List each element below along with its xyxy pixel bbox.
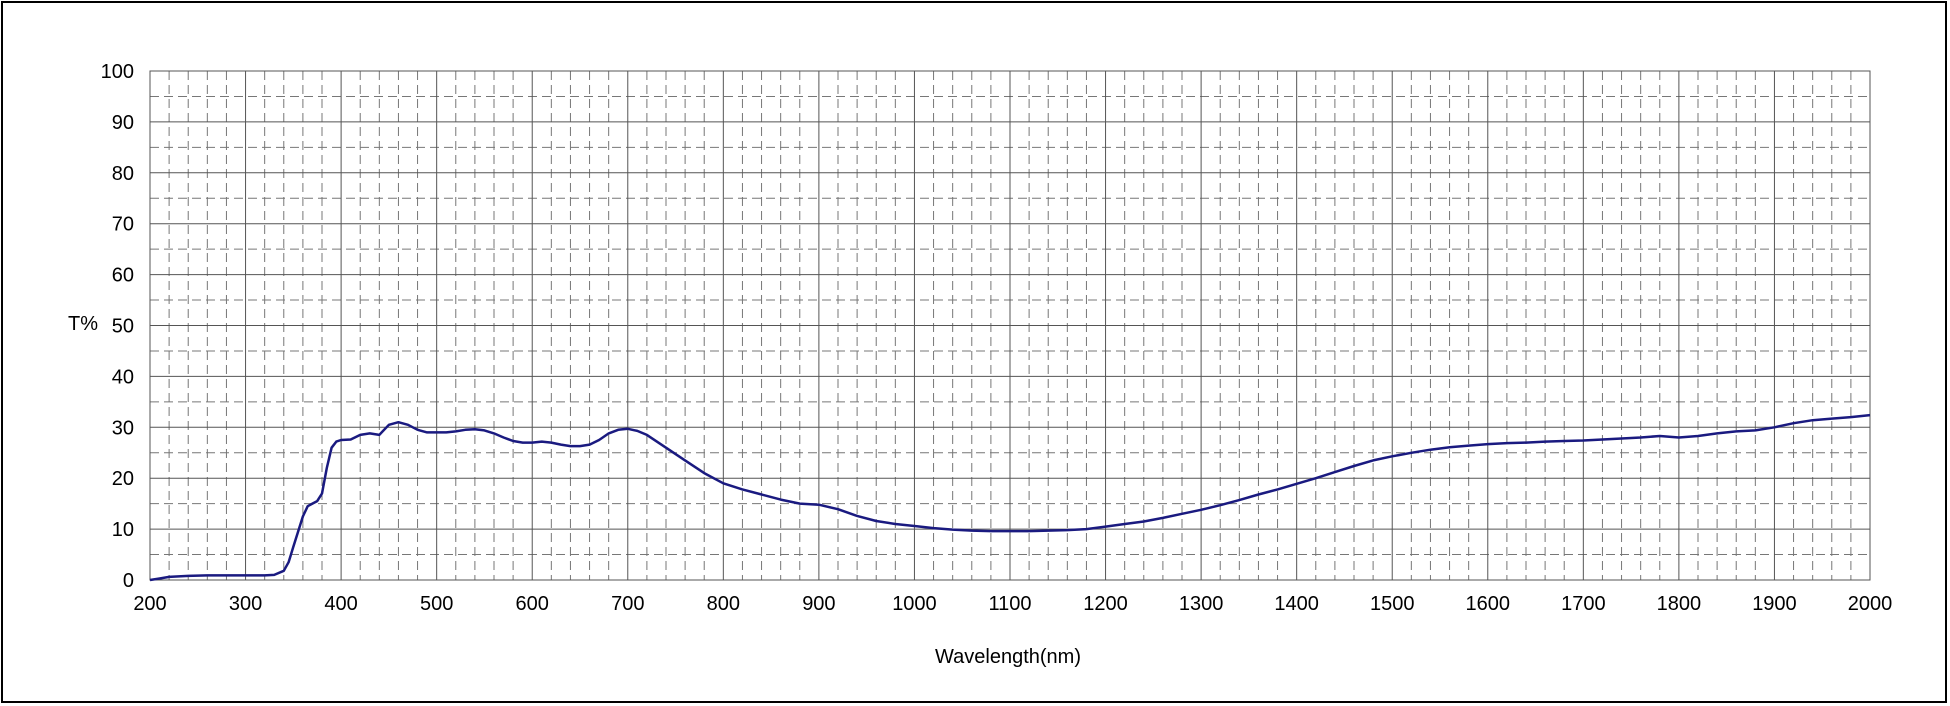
y-tick-label: 60 <box>112 265 134 287</box>
y-axis-title: T% <box>68 313 98 335</box>
y-tick-label: 40 <box>112 366 134 388</box>
x-tick-label: 1100 <box>988 593 1031 615</box>
y-tick-label: 90 <box>112 112 134 134</box>
y-tick-label: 0 <box>123 570 134 592</box>
x-axis-title: Wavelength(nm) <box>935 646 1081 668</box>
x-tick-label: 500 <box>420 593 453 615</box>
x-tick-label: 1700 <box>1561 593 1606 615</box>
x-tick-label: 1000 <box>892 593 937 615</box>
y-tick-label: 10 <box>112 519 134 541</box>
x-tick-label: 1500 <box>1370 593 1415 615</box>
x-tick-label: 2000 <box>1848 593 1893 615</box>
x-tick-label: 800 <box>707 593 740 615</box>
x-tick-label: 1900 <box>1752 593 1797 615</box>
x-tick-label: 1300 <box>1179 593 1224 615</box>
y-axis-tick-labels: 0 10 20 30 40 50 60 70 80 90 100 <box>101 61 134 592</box>
y-tick-label: 20 <box>112 468 134 490</box>
major-gridlines <box>149 70 1871 581</box>
x-axis-tick-labels: 200 300 400 500 600 700 800 900 1000 1100 1200 1300… <box>133 593 1892 615</box>
y-tick-label: 80 <box>112 163 134 185</box>
y-tick-label: 50 <box>112 316 134 338</box>
x-tick-label: 900 <box>802 593 835 615</box>
x-tick-label: 1800 <box>1657 593 1702 615</box>
plot-area-border <box>149 70 1871 581</box>
y-tick-label: 70 <box>112 214 134 236</box>
x-tick-label: 600 <box>516 593 549 615</box>
x-tick-label: 1400 <box>1274 593 1319 615</box>
x-tick-label: 200 <box>133 593 166 615</box>
x-tick-label: 400 <box>324 593 357 615</box>
y-tick-label: 30 <box>112 417 134 439</box>
x-tick-label: 1200 <box>1083 593 1128 615</box>
transmission-curve <box>149 413 1871 582</box>
x-tick-label: 1600 <box>1466 593 1511 615</box>
x-tick-label: 700 <box>611 593 644 615</box>
y-tick-label: 100 <box>101 61 134 83</box>
x-tick-label: 300 <box>229 593 262 615</box>
